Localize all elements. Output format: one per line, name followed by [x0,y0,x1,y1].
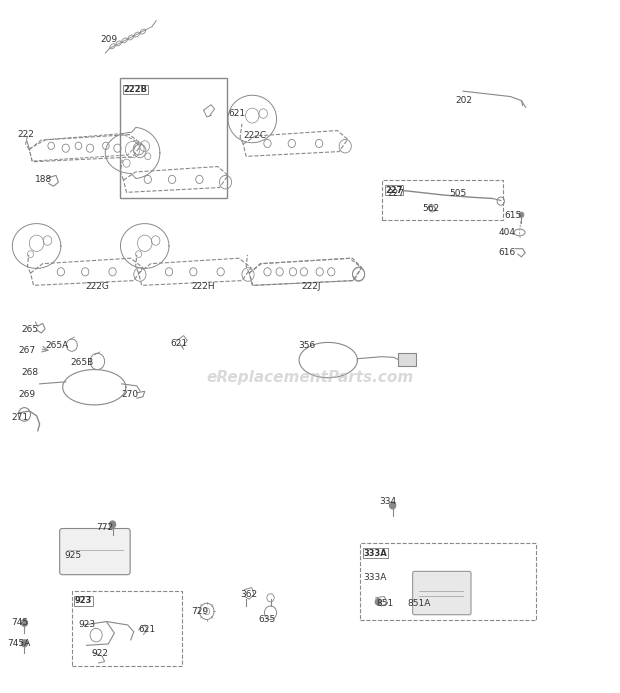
Text: 333A: 333A [363,549,388,558]
Text: 269: 269 [19,389,35,398]
Text: 209: 209 [100,35,118,44]
Text: 404: 404 [498,228,515,237]
Text: 922: 922 [91,649,108,658]
Bar [120,78,227,198]
Text: 851: 851 [377,599,394,608]
Bar [360,543,536,620]
Text: 621: 621 [139,625,156,634]
Text: 222J: 222J [301,282,321,291]
Text: 621: 621 [170,339,187,348]
Circle shape [21,640,27,647]
Text: 621: 621 [228,109,245,118]
Text: 923: 923 [78,620,95,629]
Text: 271: 271 [11,413,28,422]
Text: 615: 615 [505,211,521,220]
Text: 227: 227 [388,188,405,198]
Text: 227: 227 [386,186,403,195]
Text: 333A: 333A [363,573,387,582]
Text: 745A: 745A [7,639,30,648]
Text: 222B: 222B [123,85,148,94]
Text: 265: 265 [21,325,38,334]
Text: 267: 267 [19,346,35,355]
Text: 222H: 222H [192,282,215,291]
Text: 729: 729 [192,607,209,616]
Bar [382,180,503,220]
Text: eReplacementParts.com: eReplacementParts.com [206,369,414,385]
Text: 616: 616 [498,248,516,257]
Text: 334: 334 [379,497,396,506]
Text: 222G: 222G [85,282,109,291]
Text: 362: 362 [240,590,257,599]
Text: 222C: 222C [243,132,266,141]
Text: 745: 745 [11,618,28,627]
Text: 635: 635 [259,615,276,624]
Text: 222: 222 [17,130,34,139]
Circle shape [110,521,115,528]
Circle shape [21,620,27,626]
Text: 851A: 851A [407,599,431,608]
Circle shape [519,212,524,218]
Text: 356: 356 [298,341,315,350]
Circle shape [389,502,396,509]
Text: 562: 562 [422,204,440,213]
Circle shape [375,599,381,605]
Text: 188: 188 [35,175,53,184]
Text: 268: 268 [21,368,38,377]
Text: 923: 923 [75,597,92,606]
Text: 265A: 265A [46,341,69,350]
Bar [72,591,182,666]
FancyBboxPatch shape [413,571,471,615]
Text: 202: 202 [456,96,473,105]
Bar [398,353,416,365]
Text: 772: 772 [96,523,113,532]
FancyBboxPatch shape [60,529,130,574]
Text: 925: 925 [64,551,81,560]
Text: 270: 270 [122,389,139,398]
Text: 505: 505 [450,188,467,198]
Text: 265B: 265B [70,358,93,367]
